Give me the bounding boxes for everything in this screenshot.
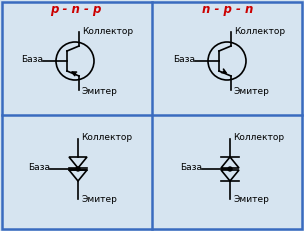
Text: Коллектор: Коллектор — [82, 27, 133, 36]
Text: n - p - n: n - p - n — [202, 3, 254, 15]
Text: Коллектор: Коллектор — [233, 134, 284, 143]
Text: p - n - p: p - n - p — [50, 3, 102, 15]
Text: Эмитер: Эмитер — [81, 195, 117, 204]
Circle shape — [76, 167, 80, 171]
Text: База: База — [173, 55, 195, 64]
Text: Эмитер: Эмитер — [234, 86, 270, 95]
Text: Коллектор: Коллектор — [234, 27, 285, 36]
Text: База: База — [21, 55, 43, 64]
Text: Эмитер: Эмитер — [82, 86, 118, 95]
Circle shape — [228, 167, 232, 171]
Text: База: База — [28, 164, 50, 173]
Text: Коллектор: Коллектор — [81, 134, 132, 143]
Text: База: База — [180, 164, 202, 173]
Text: Эмитер: Эмитер — [233, 195, 269, 204]
